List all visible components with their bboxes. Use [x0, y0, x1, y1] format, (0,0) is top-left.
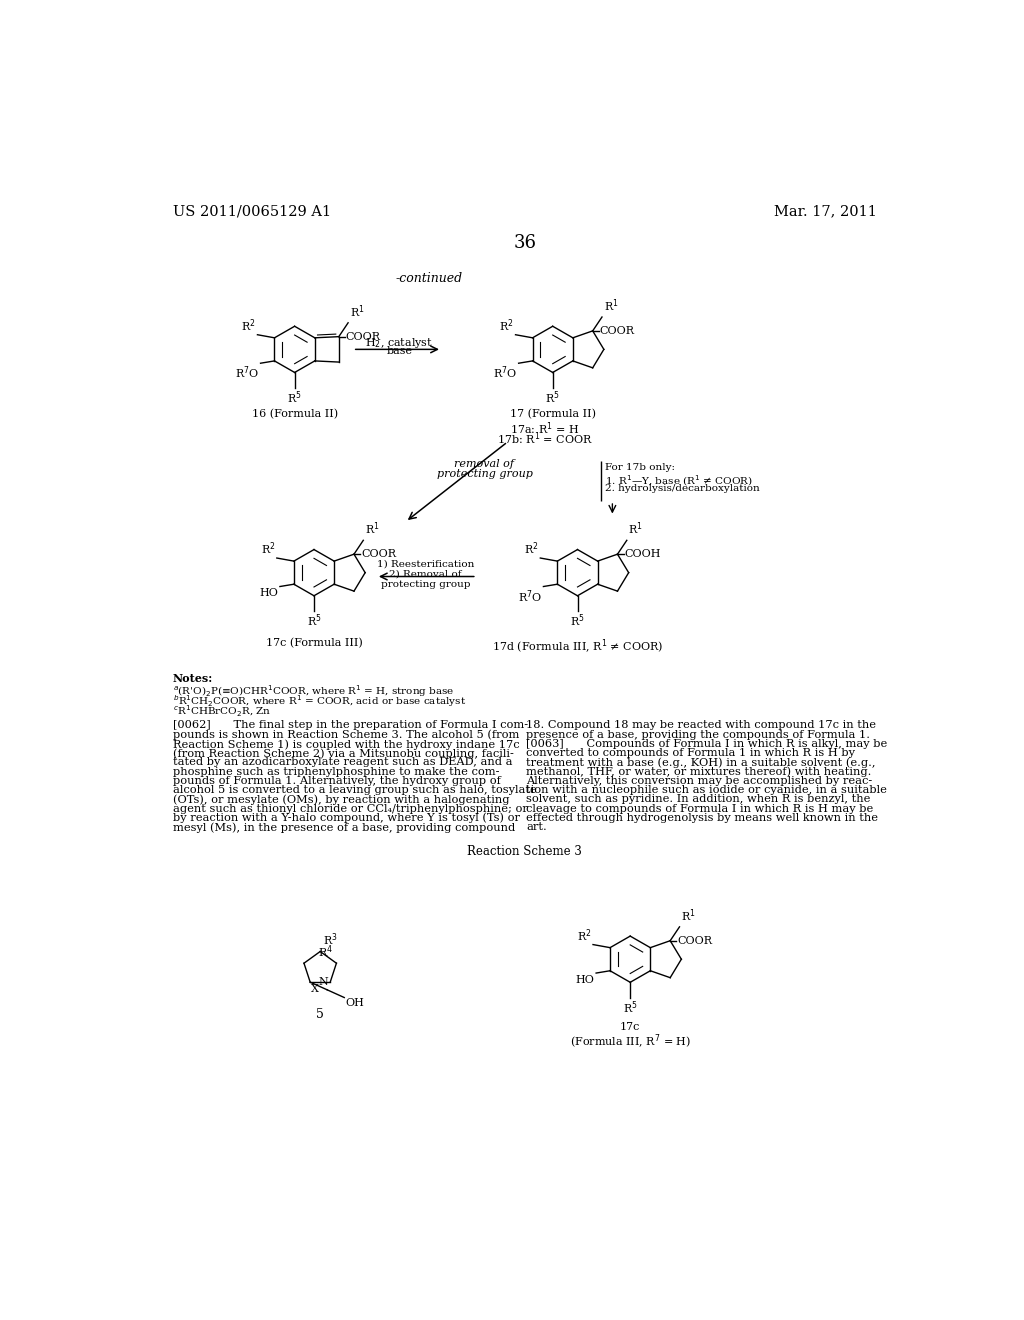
Text: R$^1$: R$^1$ — [365, 520, 380, 537]
Text: 2) Removal of: 2) Removal of — [389, 570, 462, 578]
Text: COOR: COOR — [346, 331, 381, 342]
Text: pounds of Formula 1. Alternatively, the hydroxy group of: pounds of Formula 1. Alternatively, the … — [173, 776, 501, 785]
Text: 16 (Formula II): 16 (Formula II) — [252, 409, 338, 420]
Text: protecting group: protecting group — [381, 581, 470, 589]
Text: R$^1$: R$^1$ — [629, 520, 643, 537]
Text: art.: art. — [526, 822, 547, 832]
Text: 1) Reesterification: 1) Reesterification — [377, 560, 474, 569]
Text: H$_2$, catalyst: H$_2$, catalyst — [366, 335, 433, 350]
Text: X: X — [311, 983, 318, 994]
Text: mesyl (Ms), in the presence of a base, providing compound: mesyl (Ms), in the presence of a base, p… — [173, 822, 515, 833]
Text: R$^5$: R$^5$ — [546, 389, 560, 407]
Text: 2. hydrolysis/decarboxylation: 2. hydrolysis/decarboxylation — [604, 484, 760, 494]
Text: treatment with a base (e.g., KOH) in a suitable solvent (e.g.,: treatment with a base (e.g., KOH) in a s… — [526, 758, 876, 768]
Text: 17c (Formula III): 17c (Formula III) — [265, 638, 362, 648]
Text: R$^2$: R$^2$ — [524, 541, 539, 557]
Text: R$^4$: R$^4$ — [318, 944, 334, 960]
Text: R$^1$: R$^1$ — [349, 304, 365, 319]
Text: HO: HO — [575, 974, 595, 985]
Text: agent such as thionyl chloride or CCl₄/triphenylphosphine; or: agent such as thionyl chloride or CCl₄/t… — [173, 804, 527, 813]
Text: -continued: -continued — [395, 272, 462, 285]
Text: R$^7$O: R$^7$O — [517, 589, 542, 605]
Text: Mar. 17, 2011: Mar. 17, 2011 — [774, 205, 877, 219]
Text: $^a$(R'O)$_2$P(≡O)CHR$^1$COOR, where R$^1$ = H, strong base: $^a$(R'O)$_2$P(≡O)CHR$^1$COOR, where R$^… — [173, 684, 455, 700]
Text: (Formula III, R$^7$ = H): (Formula III, R$^7$ = H) — [569, 1032, 691, 1051]
Text: 36: 36 — [513, 234, 537, 252]
Text: 1. R$^1$—Y, base (R$^1$ ≠ COOR): 1. R$^1$—Y, base (R$^1$ ≠ COOR) — [604, 474, 753, 488]
Text: by reaction with a Y-halo compound, where Y is tosyl (Ts) or: by reaction with a Y-halo compound, wher… — [173, 813, 520, 824]
Text: COOR: COOR — [600, 326, 635, 335]
Text: Reaction Scheme 1) is coupled with the hydroxy indane 17c: Reaction Scheme 1) is coupled with the h… — [173, 739, 519, 750]
Text: OH: OH — [346, 998, 365, 1008]
Text: R$^5$: R$^5$ — [570, 612, 585, 630]
Text: (from Reaction Scheme 2) via a Mitsunobu coupling, facili-: (from Reaction Scheme 2) via a Mitsunobu… — [173, 748, 514, 759]
Text: solvent, such as pyridine. In addition, when R is benzyl, the: solvent, such as pyridine. In addition, … — [526, 795, 870, 804]
Text: Notes:: Notes: — [173, 673, 213, 684]
Text: converted to compounds of Formula 1 in which R is H by: converted to compounds of Formula 1 in w… — [526, 748, 855, 758]
Text: base: base — [386, 346, 413, 356]
Text: pounds is shown in Reaction Scheme 3. The alcohol 5 (from: pounds is shown in Reaction Scheme 3. Th… — [173, 730, 519, 741]
Text: 17b: R$^1$ = COOR: 17b: R$^1$ = COOR — [497, 430, 593, 446]
Text: 5: 5 — [316, 1008, 325, 1022]
Text: For 17b only:: For 17b only: — [604, 462, 675, 471]
Text: HO: HO — [259, 589, 279, 598]
Text: [0063]  Compounds of Formula I in which R is alkyl, may be: [0063] Compounds of Formula I in which R… — [526, 739, 888, 748]
Text: R$^2$: R$^2$ — [261, 541, 275, 557]
Text: COOR: COOR — [677, 936, 712, 945]
Text: R$^1$: R$^1$ — [603, 297, 618, 314]
Text: R$^2$: R$^2$ — [577, 927, 592, 944]
Text: R$^2$: R$^2$ — [242, 317, 256, 334]
Text: tion with a nucleophile such as iodide or cyanide, in a suitable: tion with a nucleophile such as iodide o… — [526, 785, 887, 795]
Text: Alternatively, this conversion may be accomplished by reac-: Alternatively, this conversion may be ac… — [526, 776, 872, 785]
Text: effected through hydrogenolysis by means well known in the: effected through hydrogenolysis by means… — [526, 813, 879, 822]
Text: COOR: COOR — [361, 549, 396, 560]
Text: R$^3$: R$^3$ — [323, 932, 337, 949]
Text: R$^2$: R$^2$ — [500, 317, 514, 334]
Text: 17c: 17c — [620, 1022, 640, 1032]
Text: $^c$R$^1$CHBrCO$_2$R, Zn: $^c$R$^1$CHBrCO$_2$R, Zn — [173, 704, 271, 719]
Text: N: N — [318, 977, 328, 987]
Text: tated by an azodicarboxylate reagent such as DEAD, and a: tated by an azodicarboxylate reagent suc… — [173, 758, 512, 767]
Text: presence of a base, providing the compounds of Formula 1.: presence of a base, providing the compou… — [526, 730, 870, 739]
Text: R$^7$O: R$^7$O — [234, 364, 259, 381]
Text: phosphine such as triphenylphosphine to make the com-: phosphine such as triphenylphosphine to … — [173, 767, 500, 776]
Text: R$^5$: R$^5$ — [623, 999, 638, 1016]
Text: alcohol 5 is converted to a leaving group such as halo, tosylate: alcohol 5 is converted to a leaving grou… — [173, 785, 537, 795]
Text: COOH: COOH — [625, 549, 660, 560]
Text: 17 (Formula II): 17 (Formula II) — [510, 409, 596, 420]
Text: 17a: R$^1$ = H: 17a: R$^1$ = H — [510, 420, 580, 437]
Text: removal of: removal of — [455, 459, 514, 469]
Text: $^b$R$^1$CH$_2$COOR, where R$^1$ = COOR, acid or base catalyst: $^b$R$^1$CH$_2$COOR, where R$^1$ = COOR,… — [173, 693, 466, 709]
Text: methanol, THF, or water, or mixtures thereof) with heating.: methanol, THF, or water, or mixtures the… — [526, 767, 871, 777]
Text: [0062]  The final step in the preparation of Formula I com-: [0062] The final step in the preparation… — [173, 721, 528, 730]
Text: R$^7$O: R$^7$O — [493, 364, 517, 381]
Text: R$^1$: R$^1$ — [681, 907, 695, 924]
Text: US 2011/0065129 A1: US 2011/0065129 A1 — [173, 205, 331, 219]
Text: Reaction Scheme 3: Reaction Scheme 3 — [467, 845, 583, 858]
Text: protecting group: protecting group — [436, 470, 532, 479]
Text: 18. Compound 18 may be reacted with compound 17c in the: 18. Compound 18 may be reacted with comp… — [526, 721, 877, 730]
Text: R$^5$: R$^5$ — [306, 612, 322, 630]
Text: cleavage to compounds of Formula I in which R is H may be: cleavage to compounds of Formula I in wh… — [526, 804, 873, 813]
Text: 17d (Formula III, R$^1$ ≠ COOR): 17d (Formula III, R$^1$ ≠ COOR) — [492, 638, 664, 656]
Text: (OTs), or mesylate (OMs), by reaction with a halogenating: (OTs), or mesylate (OMs), by reaction wi… — [173, 795, 510, 805]
Text: R$^5$: R$^5$ — [288, 389, 302, 407]
